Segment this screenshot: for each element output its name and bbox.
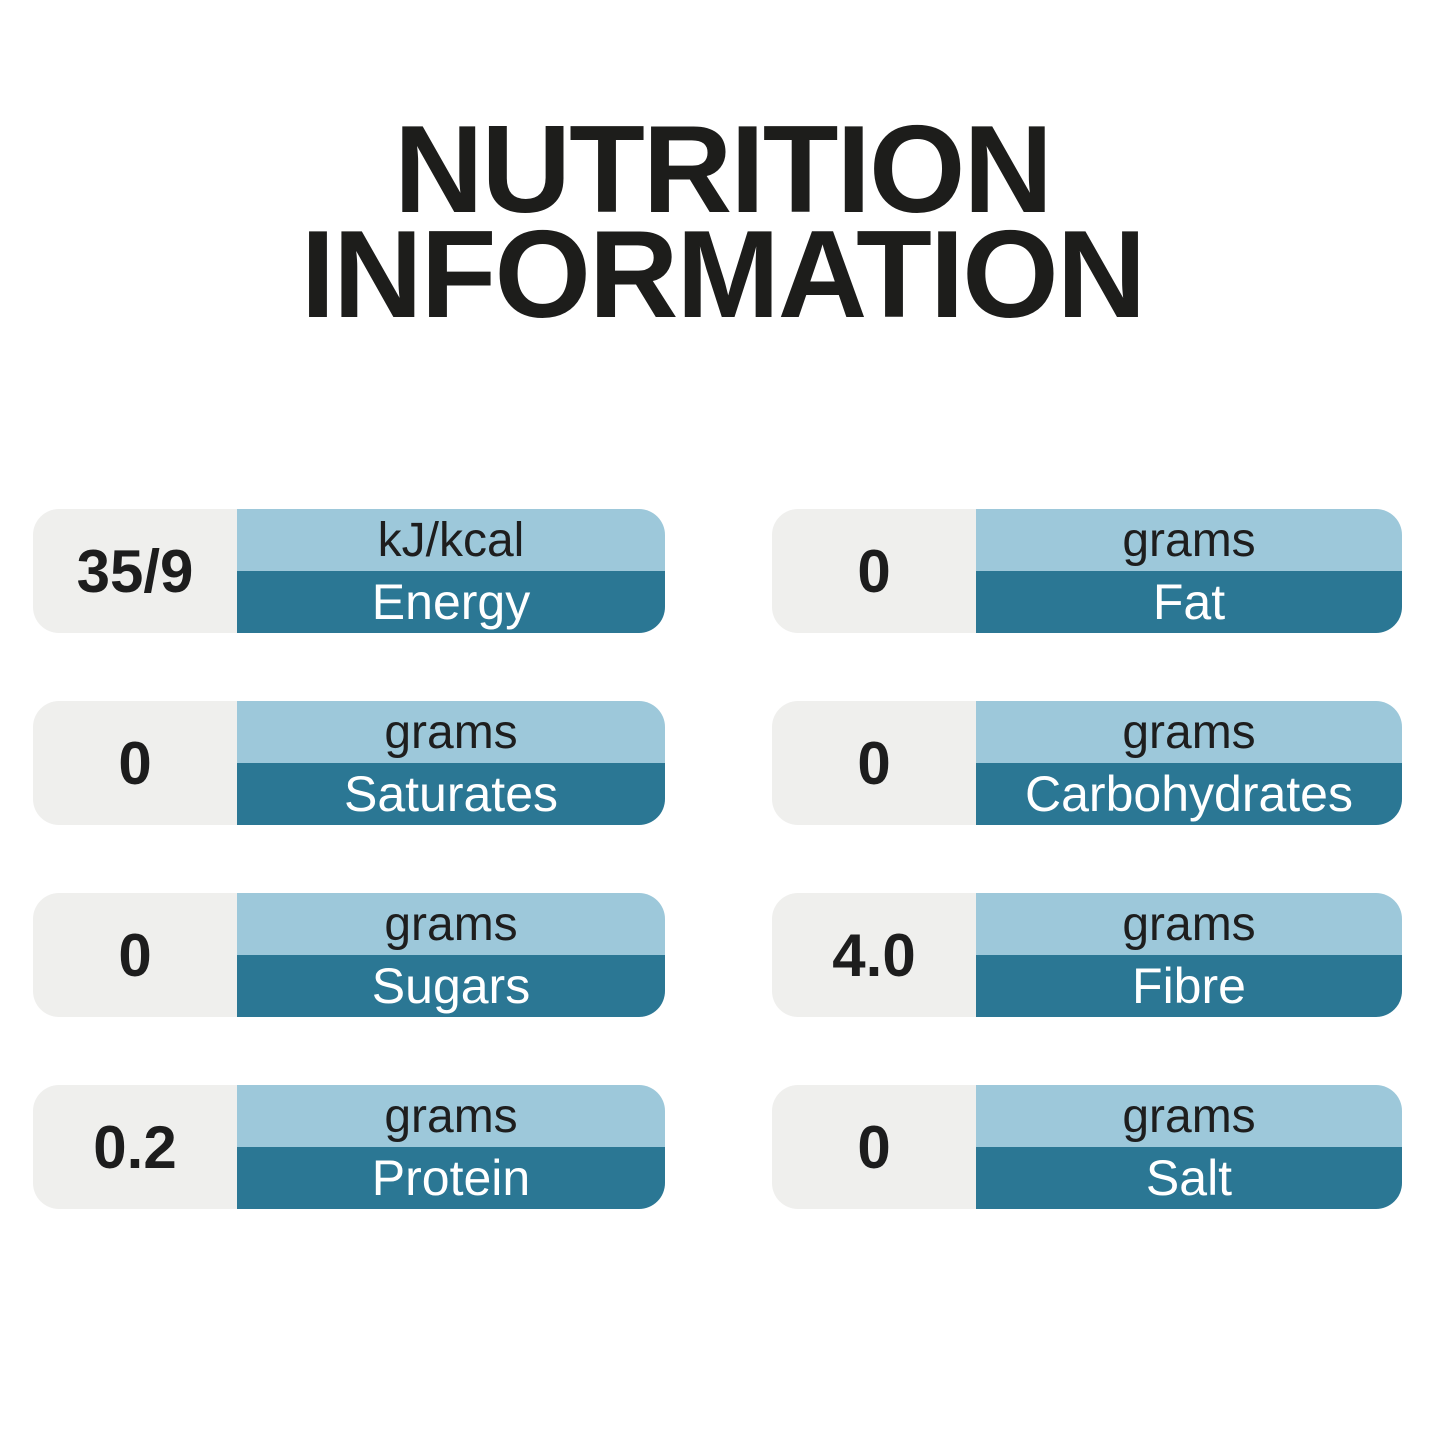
nutrition-cards-grid: 35/9 kJ/kcal Energy 0 grams Fat 0 grams … bbox=[33, 509, 1402, 1209]
sugars-unit: grams bbox=[237, 893, 665, 955]
saturates-bands: grams Saturates bbox=[237, 701, 665, 825]
salt-unit: grams bbox=[976, 1085, 1402, 1147]
saturates-unit: grams bbox=[237, 701, 665, 763]
page-title-line-2: INFORMATION bbox=[300, 206, 1147, 345]
protein-bands: grams Protein bbox=[237, 1085, 665, 1209]
nutrition-card-fibre: 4.0 grams Fibre bbox=[772, 893, 1402, 1017]
salt-value: 0 bbox=[772, 1085, 976, 1209]
energy-label: Energy bbox=[237, 571, 665, 633]
fat-unit: grams bbox=[976, 509, 1402, 571]
sugars-label: Sugars bbox=[237, 955, 665, 1017]
sugars-value: 0 bbox=[33, 893, 237, 1017]
fat-bands: grams Fat bbox=[976, 509, 1402, 633]
nutrition-card-carbohydrates: 0 grams Carbohydrates bbox=[772, 701, 1402, 825]
nutrition-card-protein: 0.2 grams Protein bbox=[33, 1085, 665, 1209]
nutrition-card-energy: 35/9 kJ/kcal Energy bbox=[33, 509, 665, 633]
salt-bands: grams Salt bbox=[976, 1085, 1402, 1209]
fibre-unit: grams bbox=[976, 893, 1402, 955]
nutrition-card-sugars: 0 grams Sugars bbox=[33, 893, 665, 1017]
protein-value: 0.2 bbox=[33, 1085, 237, 1209]
carbohydrates-unit: grams bbox=[976, 701, 1402, 763]
fibre-bands: grams Fibre bbox=[976, 893, 1402, 1017]
protein-unit: grams bbox=[237, 1085, 665, 1147]
page-title: NUTRITION INFORMATION bbox=[0, 101, 1445, 345]
energy-value: 35/9 bbox=[33, 509, 237, 633]
fibre-label: Fibre bbox=[976, 955, 1402, 1017]
energy-unit: kJ/kcal bbox=[237, 509, 665, 571]
salt-label: Salt bbox=[976, 1147, 1402, 1209]
carbohydrates-label: Carbohydrates bbox=[976, 763, 1402, 825]
page-title-line-1: NUTRITION bbox=[393, 101, 1053, 239]
saturates-label: Saturates bbox=[237, 763, 665, 825]
fat-value: 0 bbox=[772, 509, 976, 633]
protein-label: Protein bbox=[237, 1147, 665, 1209]
fibre-value: 4.0 bbox=[772, 893, 976, 1017]
carbohydrates-bands: grams Carbohydrates bbox=[976, 701, 1402, 825]
energy-bands: kJ/kcal Energy bbox=[237, 509, 665, 633]
saturates-value: 0 bbox=[33, 701, 237, 825]
nutrition-card-salt: 0 grams Salt bbox=[772, 1085, 1402, 1209]
fat-label: Fat bbox=[976, 571, 1402, 633]
carbohydrates-value: 0 bbox=[772, 701, 976, 825]
sugars-bands: grams Sugars bbox=[237, 893, 665, 1017]
nutrition-card-saturates: 0 grams Saturates bbox=[33, 701, 665, 825]
nutrition-card-fat: 0 grams Fat bbox=[772, 509, 1402, 633]
